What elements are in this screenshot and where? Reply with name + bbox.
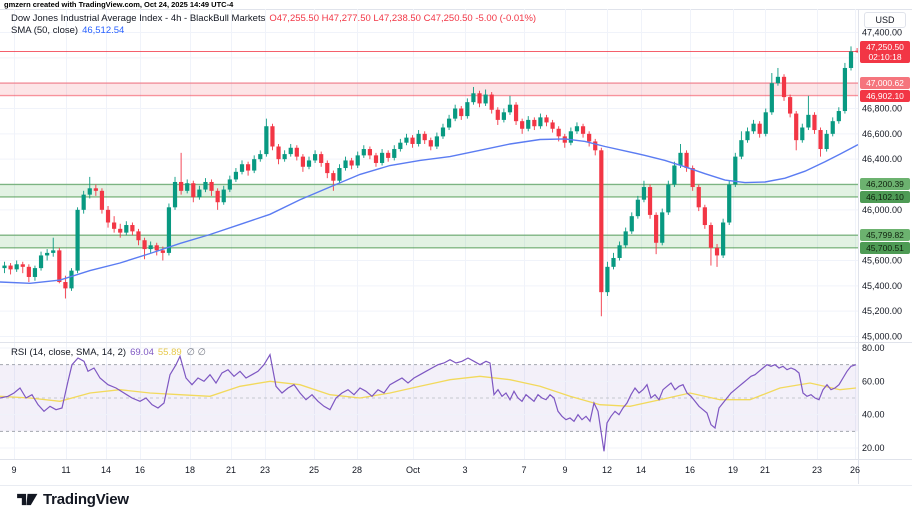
zone-price-badge: 46,902.10 bbox=[860, 89, 910, 102]
tradingview-logo-icon[interactable] bbox=[17, 491, 38, 508]
svg-text:46,800.00: 46,800.00 bbox=[862, 104, 902, 114]
rsi-indicator-label[interactable]: RSI (14, close, SMA, 14, 2) bbox=[11, 347, 127, 358]
sma-line bbox=[0, 138, 859, 285]
svg-text:7: 7 bbox=[521, 465, 526, 475]
tradingview-logo-text[interactable]: TradingView bbox=[43, 491, 129, 508]
current-price-badge: 47,250.50 02:10:18 bbox=[860, 40, 910, 63]
svg-text:45,600.00: 45,600.00 bbox=[862, 256, 902, 266]
svg-text:14: 14 bbox=[101, 465, 111, 475]
candles bbox=[2, 46, 860, 317]
svg-text:Oct: Oct bbox=[406, 465, 421, 475]
svg-text:46,400.00: 46,400.00 bbox=[862, 154, 902, 164]
svg-text:21: 21 bbox=[226, 465, 236, 475]
main-legend: Dow Jones Industrial Average Index - 4h … bbox=[11, 13, 536, 37]
ohlc-values: O47,255.50 H47,277.50 L47,238.50 C47,250… bbox=[269, 13, 537, 24]
svg-text:9: 9 bbox=[562, 465, 567, 475]
bottom-bar: TradingView bbox=[0, 485, 912, 513]
sma-indicator-label[interactable]: SMA (50, close) bbox=[11, 25, 79, 36]
attribution-text: gmzern created with TradingView.com, Oct… bbox=[4, 0, 234, 9]
zone-price-badge: 46,102.10 bbox=[860, 190, 910, 203]
svg-text:25: 25 bbox=[309, 465, 319, 475]
svg-text:28: 28 bbox=[352, 465, 362, 475]
rsi-line bbox=[0, 353, 857, 452]
svg-text:11: 11 bbox=[61, 465, 70, 475]
svg-text:45,200.00: 45,200.00 bbox=[862, 306, 902, 316]
svg-text:45,400.00: 45,400.00 bbox=[862, 281, 902, 291]
svg-text:3: 3 bbox=[462, 465, 467, 475]
sma-value: 46,512.54 bbox=[82, 25, 125, 36]
zone-price-badge: 46,200.39 bbox=[860, 178, 910, 191]
svg-text:19: 19 bbox=[728, 465, 738, 475]
symbol-title[interactable]: Dow Jones Industrial Average Index - 4h … bbox=[11, 13, 266, 24]
svg-text:9: 9 bbox=[11, 465, 16, 475]
rsi-signal-value: 55.89 bbox=[157, 347, 182, 358]
svg-text:23: 23 bbox=[812, 465, 822, 475]
svg-text:60.00: 60.00 bbox=[862, 376, 885, 386]
zone-price-badge: 47,000.62 bbox=[860, 77, 910, 90]
svg-text:46,000.00: 46,000.00 bbox=[862, 205, 902, 215]
rsi-legend: RSI (14, close, SMA, 14, 2) 69.04 55.89 ∅ ∅ bbox=[11, 347, 206, 359]
svg-text:46,600.00: 46,600.00 bbox=[862, 129, 902, 139]
svg-text:21: 21 bbox=[760, 465, 770, 475]
svg-text:47,400.00: 47,400.00 bbox=[862, 28, 902, 38]
rsi-disabled-values: ∅ ∅ bbox=[186, 347, 206, 358]
zone-price-badge: 45,700.51 bbox=[860, 241, 910, 254]
svg-text:12: 12 bbox=[602, 465, 612, 475]
svg-text:16: 16 bbox=[685, 465, 695, 475]
svg-text:23: 23 bbox=[260, 465, 270, 475]
svg-text:26: 26 bbox=[850, 465, 860, 475]
svg-text:14: 14 bbox=[636, 465, 646, 475]
svg-text:16: 16 bbox=[135, 465, 145, 475]
currency-button[interactable]: USD bbox=[864, 12, 906, 28]
svg-text:18: 18 bbox=[185, 465, 195, 475]
rsi-value: 69.04 bbox=[130, 347, 154, 358]
zone-price-badge: 45,799.82 bbox=[860, 229, 910, 242]
svg-text:40.00: 40.00 bbox=[862, 410, 885, 420]
svg-text:80.00: 80.00 bbox=[862, 343, 885, 353]
svg-text:45,000.00: 45,000.00 bbox=[862, 332, 902, 342]
svg-text:20.00: 20.00 bbox=[862, 443, 885, 453]
